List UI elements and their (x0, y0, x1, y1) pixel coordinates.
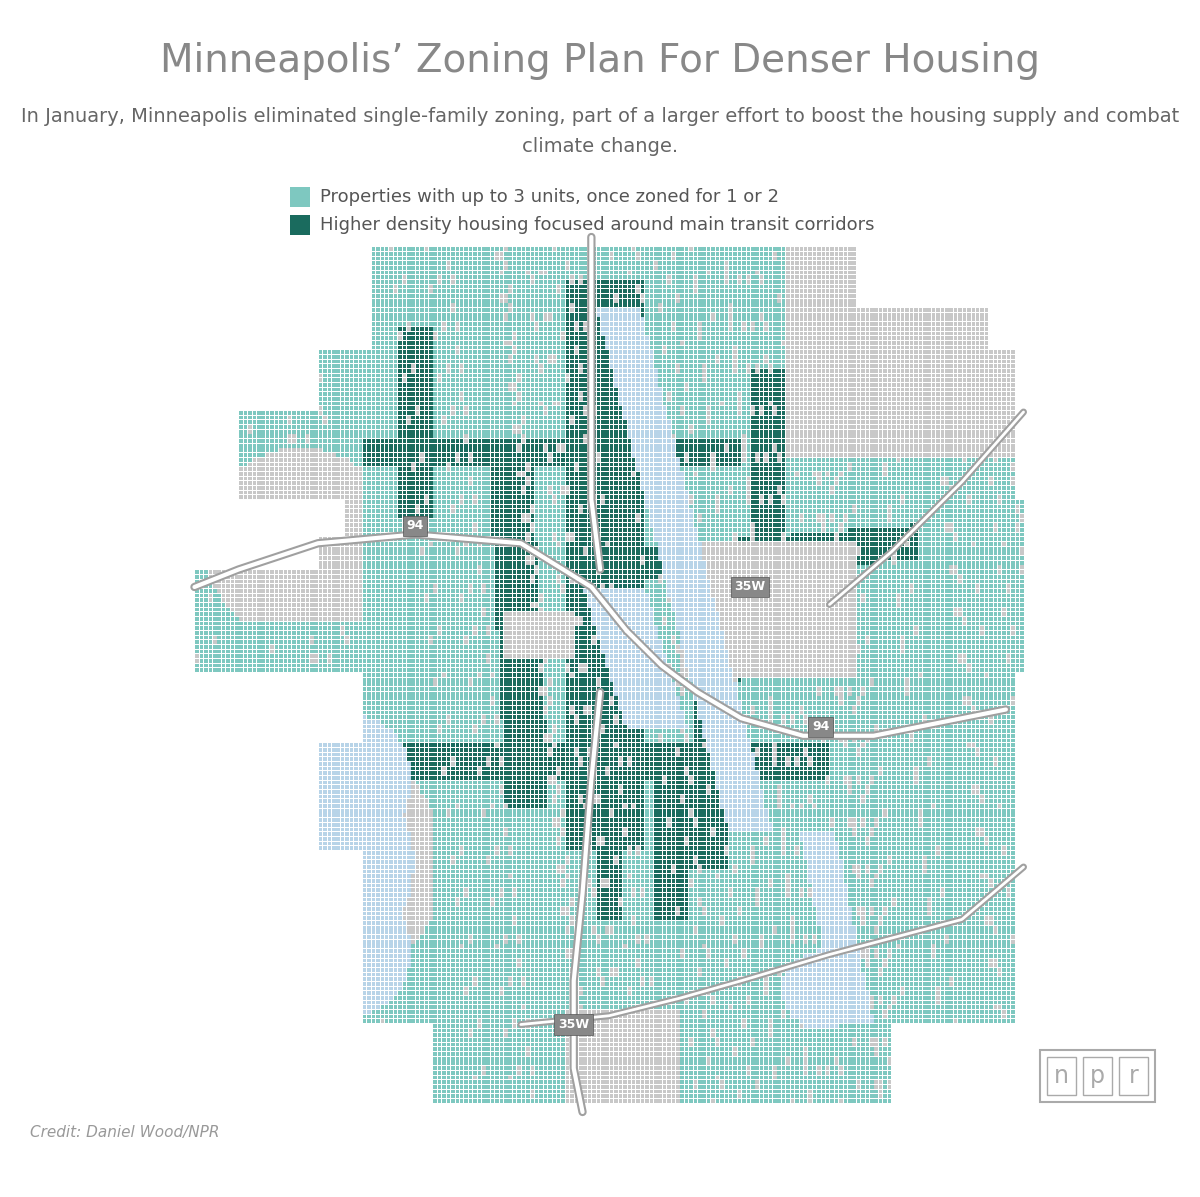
Text: Higher density housing focused around main transit corridors: Higher density housing focused around ma… (320, 215, 875, 233)
Text: 35W: 35W (734, 581, 766, 594)
Bar (1046, 1057, 1076, 1095)
Text: In January, Minneapolis eliminated single-family zoning, part of a larger effort: In January, Minneapolis eliminated singl… (20, 107, 1180, 156)
Text: Properties with up to 3 units, once zoned for 1 or 2: Properties with up to 3 units, once zone… (320, 188, 779, 206)
Text: Minneapolis’ Zoning Plan For Denser Housing: Minneapolis’ Zoning Plan For Denser Hous… (160, 42, 1040, 80)
Text: r: r (1129, 1064, 1139, 1088)
Text: 94: 94 (407, 519, 424, 533)
Bar (1084, 1057, 1112, 1095)
Bar (290, 187, 310, 207)
Text: Credit: Daniel Wood/NPR: Credit: Daniel Wood/NPR (30, 1124, 220, 1140)
Text: 94: 94 (812, 721, 829, 734)
Bar (1120, 1057, 1148, 1095)
Bar (1040, 1050, 1154, 1102)
Bar (290, 215, 310, 235)
Text: p: p (1090, 1064, 1105, 1088)
Text: 35W: 35W (558, 1017, 589, 1031)
Text: n: n (1054, 1064, 1069, 1088)
